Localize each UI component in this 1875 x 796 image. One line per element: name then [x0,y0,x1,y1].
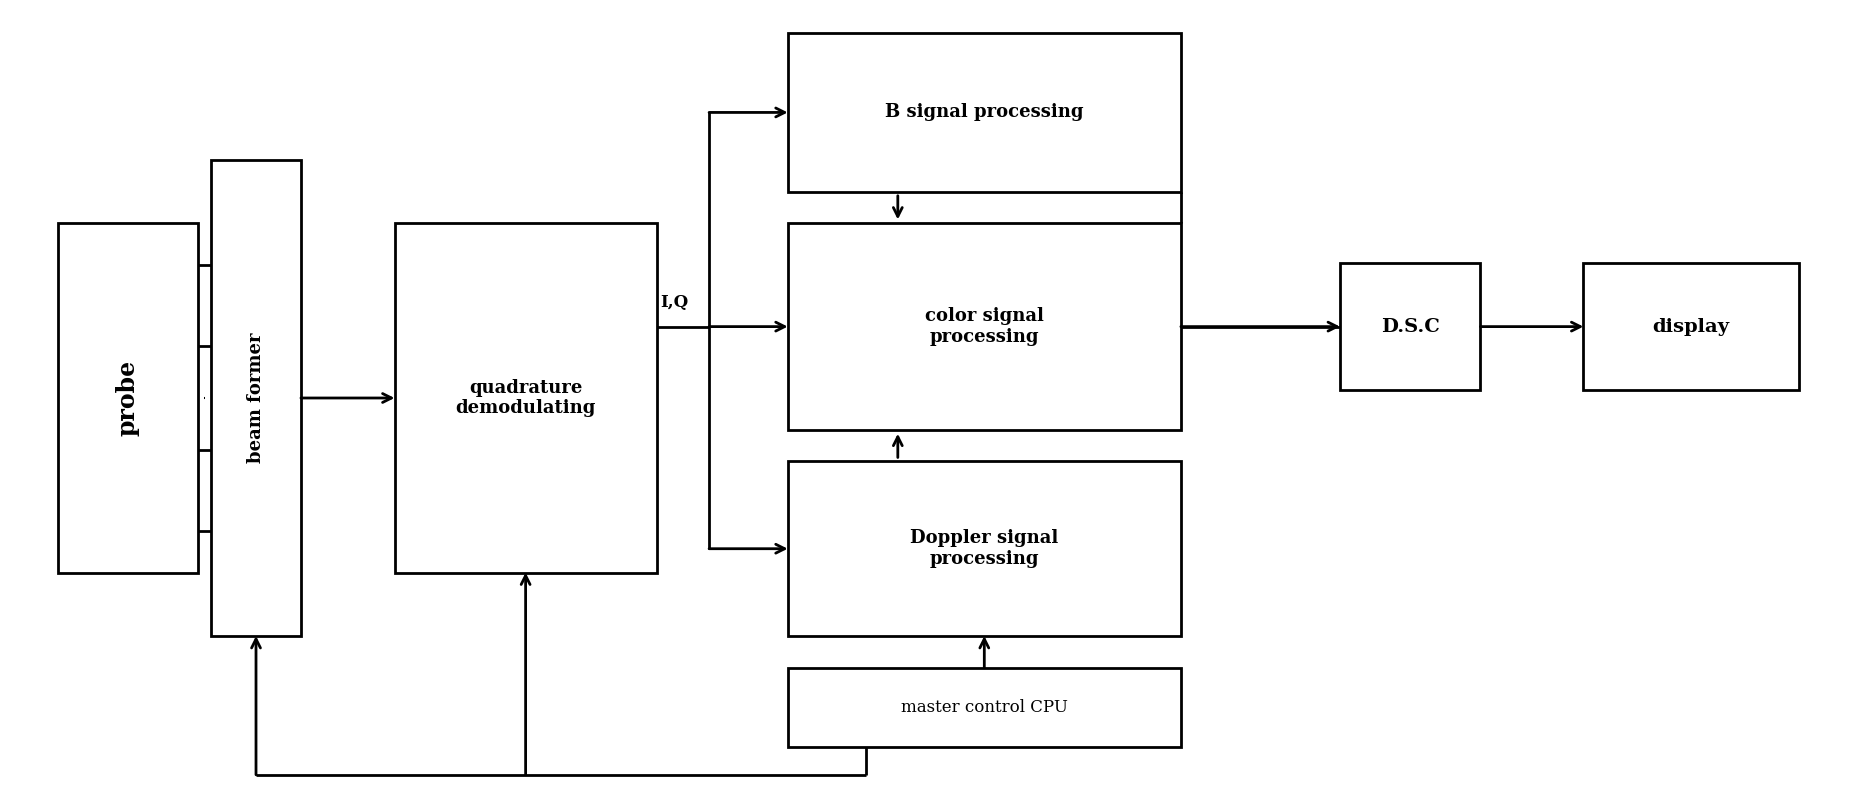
Bar [394,224,656,572]
Text: display: display [1652,318,1729,336]
Text: B signal processing: B signal processing [885,103,1084,122]
Bar [788,668,1181,747]
Bar [788,462,1181,636]
Text: I,Q: I,Q [660,294,688,310]
Text: quadrature
demodulating: quadrature demodulating [456,379,596,417]
Bar [58,224,199,572]
Text: beam former: beam former [248,333,264,463]
Bar [1341,263,1481,390]
Text: probe: probe [116,360,141,436]
Text: color signal
processing: color signal processing [924,307,1044,346]
Text: master control CPU: master control CPU [900,699,1067,716]
Bar [788,33,1181,192]
Bar [788,224,1181,430]
Bar [212,160,302,636]
Text: D.S.C: D.S.C [1380,318,1440,336]
Bar [1582,263,1798,390]
Text: Doppler signal
processing: Doppler signal processing [909,529,1058,568]
